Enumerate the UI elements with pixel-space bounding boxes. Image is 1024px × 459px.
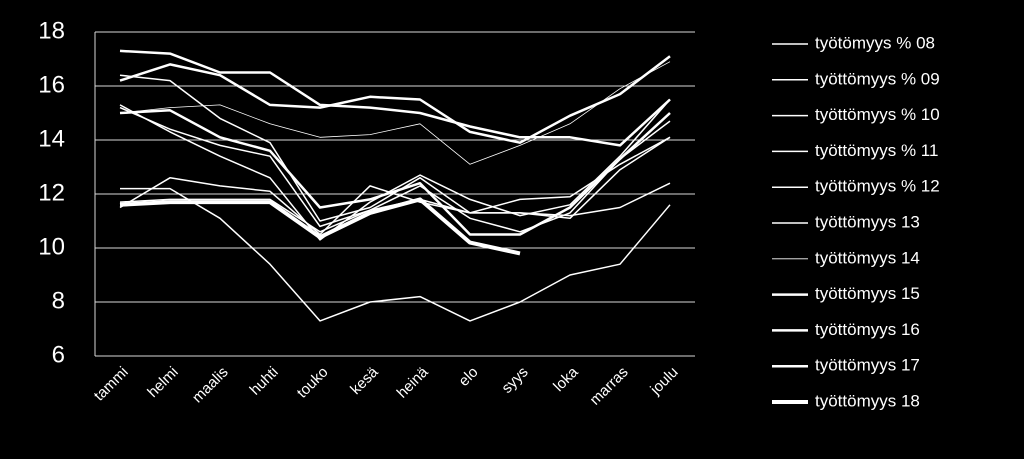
legend-label: työttömyys 17 <box>815 356 920 375</box>
legend-label: työttömyys 18 <box>815 391 920 410</box>
y-tick-label: 6 <box>52 341 65 368</box>
y-tick-label: 12 <box>38 179 65 206</box>
series-line <box>120 187 671 322</box>
y-tick-label: 8 <box>52 287 65 314</box>
x-tick-label: kesä <box>347 363 382 398</box>
y-tick-label: 16 <box>38 71 65 98</box>
series-line <box>119 49 671 147</box>
x-tick-label: heinä <box>394 363 432 401</box>
x-tick-label: touko <box>294 364 332 402</box>
y-tick-label: 18 <box>38 17 65 44</box>
x-tick-label: maalis <box>189 364 232 407</box>
legend-label: työttömyys % 09 <box>815 69 940 88</box>
x-tick-label: loka <box>550 363 582 395</box>
x-tick-label: tammi <box>91 364 132 405</box>
series-line <box>119 106 671 233</box>
legend-label: työttömyys 13 <box>815 212 920 231</box>
y-tick-label: 14 <box>38 125 65 152</box>
legend-label: työttömyys 14 <box>815 248 920 267</box>
legend-label: työtömyys % 08 <box>815 33 935 52</box>
x-tick-label: marras <box>587 364 632 409</box>
legend-label: työttömyys % 10 <box>815 105 940 124</box>
y-tick-label: 10 <box>38 233 65 260</box>
series-line <box>119 197 521 256</box>
x-tick-label: helmi <box>144 364 181 401</box>
x-tick-label: elo <box>455 364 481 390</box>
series-line <box>119 61 671 165</box>
x-tick-label: syys <box>498 364 531 397</box>
x-tick-label: huhti <box>247 364 282 399</box>
series-line <box>119 109 671 236</box>
x-tick-label: joulu <box>646 364 681 399</box>
legend-label: työttömyys 15 <box>815 284 920 303</box>
legend-label: työttömyys 16 <box>815 320 920 339</box>
series-line <box>119 99 671 241</box>
legend-label: työttömyys % 12 <box>815 177 940 196</box>
series-line <box>119 55 671 144</box>
legend-label: työttömyys % 11 <box>815 141 938 160</box>
series-line <box>119 136 671 236</box>
series-line <box>119 74 671 222</box>
